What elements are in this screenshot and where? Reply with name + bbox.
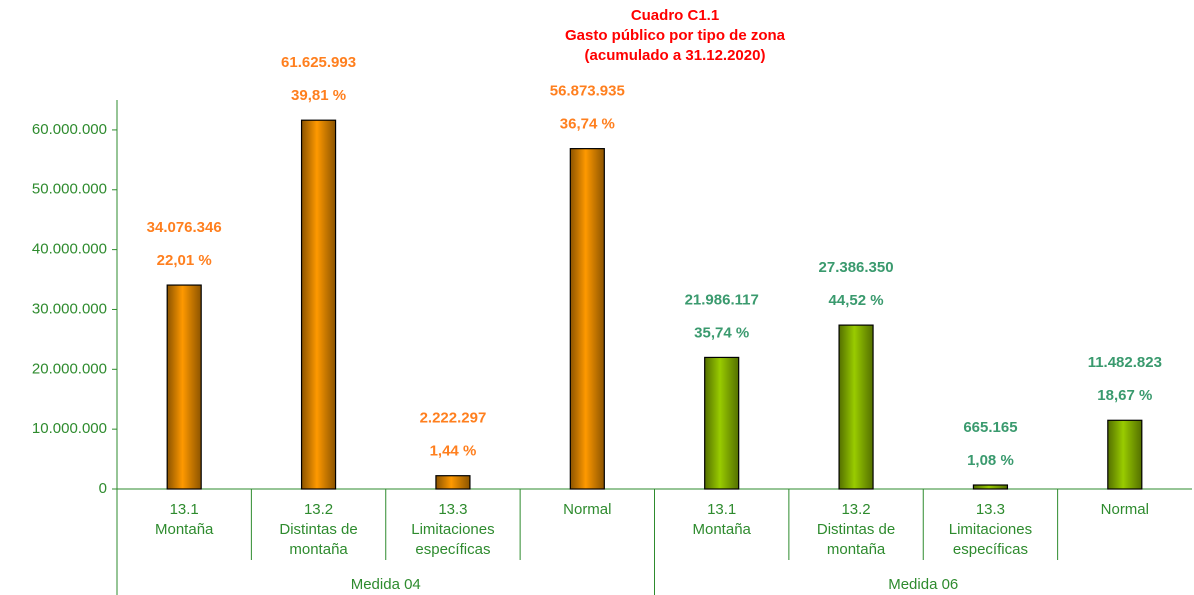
percent-label: 36,74 %	[560, 116, 615, 133]
percent-label: 1,44 %	[430, 443, 477, 460]
bar	[704, 356, 740, 490]
y-tick-label: 40.000.000	[32, 241, 107, 258]
group-label: Medida 04	[351, 576, 421, 593]
x-tick-label: 13.2	[304, 501, 333, 518]
value-label: 665.165	[963, 419, 1017, 436]
bar	[300, 119, 337, 490]
x-tick-label: 13.1	[170, 501, 199, 518]
y-tick-label: 10.000.000	[32, 420, 107, 437]
x-tick-label: Distintas de	[279, 521, 357, 538]
value-label: 11.482.823	[1088, 354, 1162, 371]
y-tick-label: 60.000.000	[32, 121, 107, 138]
bar	[1107, 419, 1143, 490]
percent-label: 1,08 %	[967, 452, 1014, 469]
value-label: 21.986.117	[685, 291, 759, 308]
bar	[838, 324, 874, 490]
percent-label: 22,01 %	[157, 252, 212, 269]
x-tick-label: montaña	[289, 541, 348, 558]
chart-title: (acumulado a 31.12.2020)	[585, 47, 766, 64]
value-label: 56.873.935	[550, 83, 625, 100]
chart-title: Cuadro C1.1	[631, 7, 719, 24]
x-tick-label: 13.1	[707, 501, 736, 518]
x-tick-label: Distintas de	[817, 521, 895, 538]
x-tick-label: Normal	[563, 501, 611, 518]
value-label: 27.386.350	[819, 259, 894, 276]
group-label: Medida 06	[888, 576, 958, 593]
percent-label: 35,74 %	[694, 324, 749, 341]
x-tick-label: 13.3	[976, 501, 1005, 518]
bar	[435, 475, 471, 490]
y-tick-label: 0	[99, 480, 107, 497]
percent-label: 44,52 %	[829, 292, 884, 309]
x-tick-label: Montaña	[155, 521, 214, 538]
value-label: 2.222.297	[420, 410, 487, 427]
chart-title: Gasto público por tipo de zona	[565, 27, 786, 44]
x-tick-label: montaña	[827, 541, 886, 558]
y-tick-label: 20.000.000	[32, 360, 107, 377]
y-tick-label: 50.000.000	[32, 181, 107, 198]
y-tick-label: 30.000.000	[32, 300, 107, 317]
x-tick-label: 13.3	[438, 501, 467, 518]
bar	[166, 284, 202, 490]
x-tick-label: Normal	[1101, 501, 1149, 518]
x-tick-label: Limitaciones	[949, 521, 1032, 538]
x-tick-label: específicas	[953, 541, 1028, 558]
x-tick-label: 13.2	[841, 501, 870, 518]
x-tick-label: Limitaciones	[411, 521, 494, 538]
x-tick-label: específicas	[415, 541, 490, 558]
value-label: 61.625.993	[281, 54, 356, 71]
percent-label: 39,81 %	[291, 87, 346, 104]
bar	[972, 484, 1009, 490]
bar	[569, 148, 605, 490]
value-label: 34.076.346	[147, 219, 222, 236]
percent-label: 18,67 %	[1097, 387, 1152, 404]
x-tick-label: Montaña	[693, 521, 752, 538]
